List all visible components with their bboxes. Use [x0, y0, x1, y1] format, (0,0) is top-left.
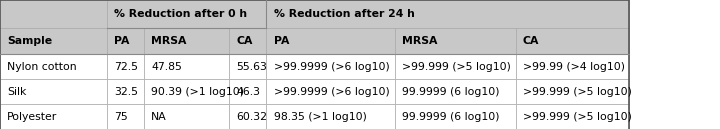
Bar: [144, 54, 229, 79]
Bar: [107, 79, 144, 104]
Bar: [0, 54, 107, 79]
Bar: [395, 28, 516, 54]
Text: 32.5: 32.5: [114, 87, 138, 97]
Bar: [266, 0, 629, 28]
Text: 75: 75: [114, 112, 127, 122]
Text: % Reduction after 0 h: % Reduction after 0 h: [114, 9, 247, 19]
Bar: [107, 104, 144, 129]
Text: >99.9999 (>6 log10): >99.9999 (>6 log10): [274, 87, 390, 97]
Bar: [0, 0, 629, 129]
Text: NA: NA: [151, 112, 167, 122]
Bar: [266, 28, 395, 54]
Bar: [516, 54, 629, 79]
Bar: [0, 0, 107, 28]
Text: PA: PA: [274, 36, 289, 46]
Text: CA: CA: [236, 36, 253, 46]
Bar: [0, 28, 107, 54]
Bar: [107, 0, 266, 28]
Text: 47.85: 47.85: [151, 62, 182, 72]
Text: >99.999 (>5 log10): >99.999 (>5 log10): [402, 62, 510, 72]
Bar: [229, 28, 266, 54]
Bar: [0, 104, 107, 129]
Text: CA: CA: [523, 36, 539, 46]
Text: 98.35 (>1 log10): 98.35 (>1 log10): [274, 112, 366, 122]
Text: Sample: Sample: [7, 36, 53, 46]
Text: % Reduction after 24 h: % Reduction after 24 h: [274, 9, 415, 19]
Bar: [266, 54, 395, 79]
Text: MRSA: MRSA: [402, 36, 437, 46]
Bar: [395, 54, 516, 79]
Bar: [107, 28, 144, 54]
Bar: [516, 28, 629, 54]
Text: PA: PA: [114, 36, 129, 46]
Text: 60.32: 60.32: [236, 112, 267, 122]
Text: MRSA: MRSA: [151, 36, 186, 46]
Text: 55.63: 55.63: [236, 62, 267, 72]
Bar: [144, 79, 229, 104]
Text: Nylon cotton: Nylon cotton: [7, 62, 77, 72]
Bar: [266, 104, 395, 129]
Bar: [229, 54, 266, 79]
Text: 99.9999 (6 log10): 99.9999 (6 log10): [402, 87, 499, 97]
Bar: [144, 28, 229, 54]
Text: >99.99 (>4 log10): >99.99 (>4 log10): [523, 62, 625, 72]
Text: 72.5: 72.5: [114, 62, 138, 72]
Text: >99.999 (>5 log10): >99.999 (>5 log10): [523, 112, 631, 122]
Text: >99.9999 (>6 log10): >99.9999 (>6 log10): [274, 62, 390, 72]
Bar: [516, 104, 629, 129]
Bar: [144, 104, 229, 129]
Text: >99.999 (>5 log10): >99.999 (>5 log10): [523, 87, 631, 97]
Bar: [107, 54, 144, 79]
Text: 46.3: 46.3: [236, 87, 260, 97]
Bar: [516, 79, 629, 104]
Text: 90.39 (>1 log10): 90.39 (>1 log10): [151, 87, 244, 97]
Bar: [395, 104, 516, 129]
Text: 99.9999 (6 log10): 99.9999 (6 log10): [402, 112, 499, 122]
Bar: [229, 79, 266, 104]
Bar: [395, 79, 516, 104]
Text: Silk: Silk: [7, 87, 27, 97]
Bar: [266, 79, 395, 104]
Bar: [229, 104, 266, 129]
Text: Polyester: Polyester: [7, 112, 58, 122]
Bar: [0, 79, 107, 104]
